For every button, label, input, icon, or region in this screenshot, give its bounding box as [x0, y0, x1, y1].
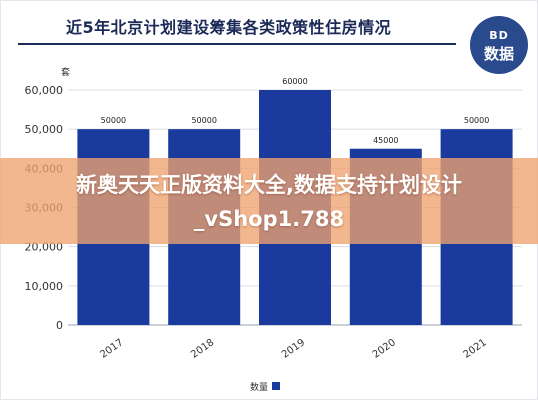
x-axis-ticks: 2017 2018 2019 2020 2021 — [98, 337, 488, 361]
x-tick-label: 2019 — [280, 337, 307, 361]
title-underline — [18, 43, 456, 45]
data-label: 60000 — [282, 77, 307, 86]
watermark-banner — [0, 158, 538, 244]
legend-swatch — [272, 382, 280, 390]
data-label: 45000 — [373, 136, 398, 145]
brand-logo-line1: BD — [489, 29, 509, 42]
brand-logo-line2: 数据 — [483, 45, 514, 63]
x-tick-label: 2020 — [371, 337, 398, 361]
data-label: 50000 — [191, 116, 216, 125]
y-tick-label: 60,000 — [25, 84, 64, 97]
y-tick-label: 0 — [56, 319, 63, 332]
data-labels: 50000 50000 60000 45000 50000 — [101, 77, 490, 145]
watermark-line2: _vShop1.788 — [193, 207, 345, 231]
brand-logo: BD 数据 — [470, 16, 528, 74]
data-label: 50000 — [101, 116, 126, 125]
y-tick-label: 50,000 — [25, 123, 64, 136]
watermark-line1: 新奥天天正版资料大全,数据支持计划设计 — [76, 173, 462, 197]
y-tick-label: 10,000 — [25, 280, 64, 293]
y-unit-label: 套 — [61, 66, 70, 78]
x-tick-label: 2018 — [189, 337, 216, 361]
legend-label: 数量 — [250, 381, 268, 393]
x-tick-label: 2017 — [98, 337, 125, 361]
watermark-text: 新奥天天正版资料大全,数据支持计划设计 _vShop1.788 — [0, 168, 538, 236]
data-label: 50000 — [464, 116, 489, 125]
x-tick-label: 2021 — [462, 337, 489, 361]
chart-title: 近5年北京计划建设筹集各类政策性住房情况 — [66, 18, 392, 37]
legend: 数量 — [250, 381, 280, 393]
